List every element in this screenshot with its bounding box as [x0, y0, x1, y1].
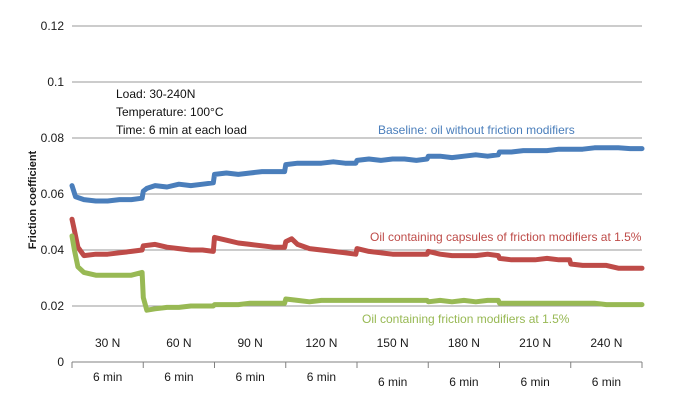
- y-axis-ticks: 0 0.02 0.04 0.06 0.08 0.1 0.12: [41, 19, 65, 369]
- note-time: Time: 6 min at each load: [116, 123, 247, 137]
- load-label: 120 N: [305, 336, 337, 350]
- load-label: 240 N: [590, 336, 622, 350]
- plot-area: [69, 145, 645, 313]
- y-tick-label: 0.08: [41, 131, 65, 145]
- time-label: 6 min: [235, 370, 264, 384]
- series-line: [69, 145, 645, 204]
- time-label: 6 min: [520, 375, 549, 389]
- time-label: 6 min: [592, 375, 621, 389]
- y-tick-label: 0.12: [41, 19, 65, 33]
- y-axis-label: Friction coefficient: [27, 150, 39, 249]
- series-labels: Baseline: oil without friction modifiers…: [362, 123, 642, 326]
- y-tick-label: 0.02: [41, 299, 65, 313]
- time-label: 6 min: [378, 375, 407, 389]
- note-load: Load: 30-240N: [116, 87, 195, 101]
- y-tick-label: 0: [57, 355, 64, 369]
- note-temperature: Temperature: 100°C: [116, 105, 224, 119]
- time-label: 6 min: [164, 370, 193, 384]
- load-label: 180 N: [448, 336, 480, 350]
- time-label: 6 min: [449, 375, 478, 389]
- y-tick-label: 0.04: [41, 243, 65, 257]
- time-label: 6 min: [307, 370, 336, 384]
- load-label: 30 N: [95, 336, 120, 350]
- series-label: Oil containing capsules of friction modi…: [370, 230, 642, 244]
- series-label: Oil containing friction modifiers at 1.5…: [362, 312, 570, 326]
- load-label: 90 N: [237, 336, 262, 350]
- y-tick-label: 0.06: [41, 187, 65, 201]
- load-label: 60 N: [166, 336, 191, 350]
- load-label: 150 N: [377, 336, 409, 350]
- series-line: [69, 216, 645, 271]
- y-tick-label: 0.1: [47, 75, 64, 89]
- load-label: 210 N: [519, 336, 551, 350]
- series-line: [69, 233, 645, 313]
- grid-lines: [72, 25, 642, 307]
- time-label: 6 min: [93, 370, 122, 384]
- x-axis: 30 N 6 min 60 N 6 min 90 N 6 min 120 N 6 min 150…: [71, 336, 643, 389]
- series-label: Baseline: oil without friction modifiers: [378, 123, 575, 137]
